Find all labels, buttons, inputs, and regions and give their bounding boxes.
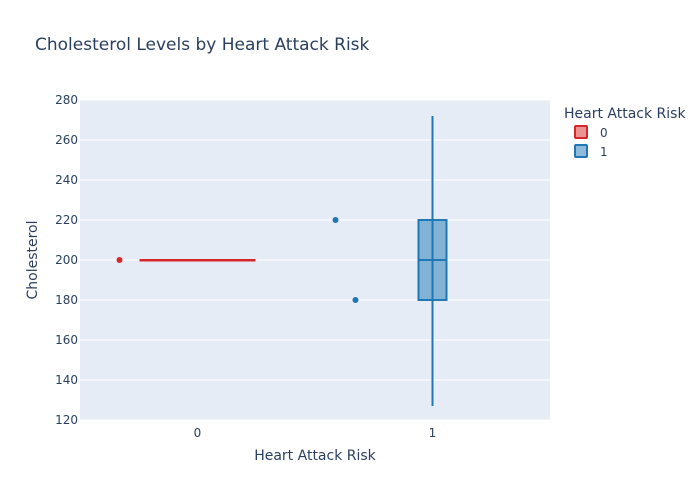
x-tick-label: 1 <box>429 426 437 440</box>
y-tick-label: 220 <box>55 213 78 227</box>
y-tick-label: 140 <box>55 373 78 387</box>
box-trace-0 <box>116 257 256 263</box>
legend-swatch-0 <box>574 125 588 139</box>
box-traces <box>116 116 448 406</box>
x-tick-label: 0 <box>194 426 202 440</box>
y-axis-ticks: 120 140 160 180 200 220 240 260 280 <box>55 93 78 427</box>
legend-label-1: 1 <box>600 145 608 159</box>
box-point <box>332 217 339 223</box>
legend-swatch-1 <box>574 144 588 158</box>
x-axis-title: Heart Attack Risk <box>254 448 376 464</box>
legend-item-1[interactable]: 1 <box>574 144 608 159</box>
y-axis-title: Cholesterol <box>25 220 41 299</box>
legend-label-0: 0 <box>600 126 608 140</box>
legend-item-0[interactable]: 0 <box>574 125 608 140</box>
y-tick-label: 180 <box>55 293 78 307</box>
y-tick-label: 200 <box>55 253 78 267</box>
y-tick-label: 160 <box>55 333 78 347</box>
box-point <box>352 297 359 303</box>
legend-title: Heart Attack Risk <box>564 106 686 122</box>
y-tick-label: 280 <box>55 93 78 107</box>
y-tick-label: 120 <box>55 413 78 427</box>
legend: Heart Attack Risk 0 1 <box>564 106 686 159</box>
box-point <box>116 257 123 263</box>
y-tick-label: 240 <box>55 173 78 187</box>
y-tick-label: 260 <box>55 133 78 147</box>
chart-title: Cholesterol Levels by Heart Attack Risk <box>35 35 370 55</box>
box-trace-1 <box>332 116 448 406</box>
